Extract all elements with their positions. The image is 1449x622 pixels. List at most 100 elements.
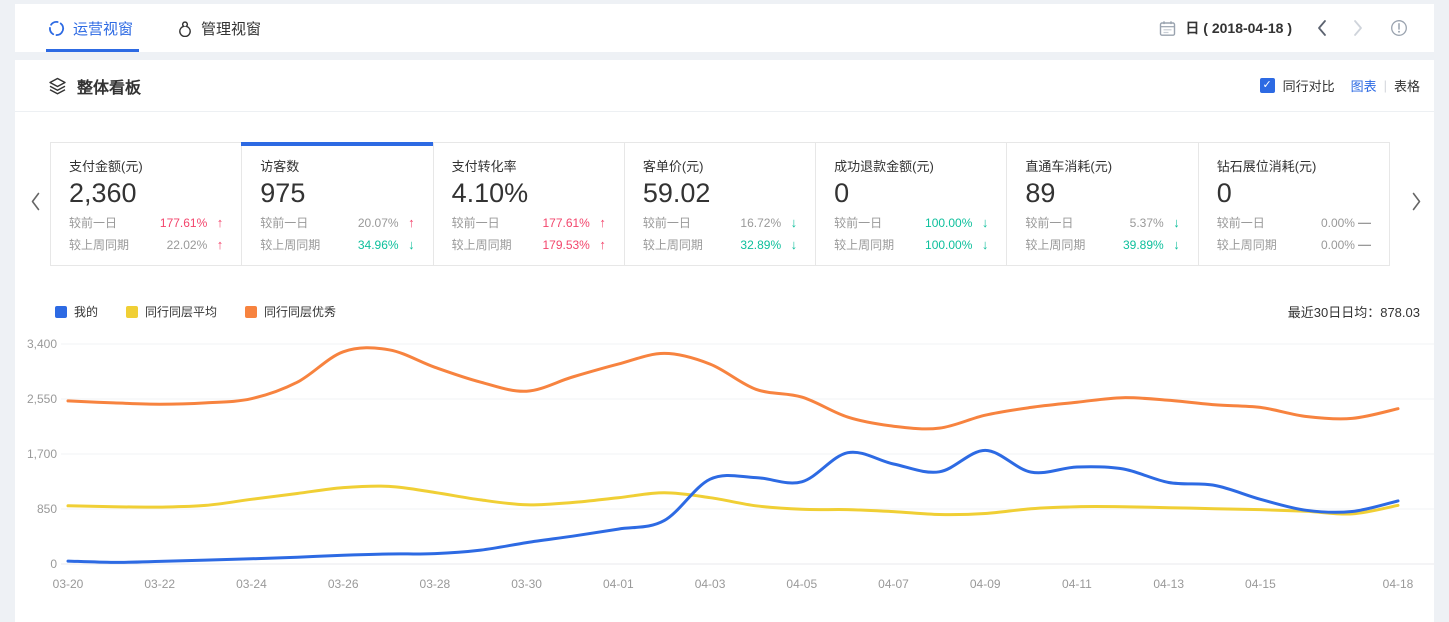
cards-prev-button[interactable] bbox=[30, 192, 41, 217]
metric-card-value: 0 bbox=[834, 178, 850, 208]
metric-card-conversion-rate[interactable]: 支付转化率 4.10% 较前一日 177.61% ↑ 较上周同期 179.53%… bbox=[432, 142, 625, 266]
overview-panel: 整体看板 ✓ 同行对比 图表 | 表格 支付金额(元) 2,360 较前一日 1… bbox=[15, 60, 1434, 622]
metric-row-label: 较上周同期 bbox=[69, 238, 130, 252]
metric-row: 较上周同期 0.00% — bbox=[1217, 236, 1371, 253]
legend-label: 我的 bbox=[74, 305, 99, 319]
metric-card-title: 直通车消耗(元) bbox=[1025, 159, 1113, 174]
metric-card-title: 钻石展位消耗(元) bbox=[1216, 159, 1317, 174]
metric-row-value: 20.07% bbox=[357, 215, 399, 230]
y-axis-tick-label: 1,700 bbox=[26, 447, 57, 461]
metric-card-value: 4.10% bbox=[451, 178, 529, 208]
date-picker[interactable]: 日 ( 2018-04-18 ) bbox=[1159, 18, 1292, 38]
trend-arrow-icon: ↓ bbox=[790, 237, 798, 252]
metric-card-ztc-cost[interactable]: 直通车消耗(元) 89 较前一日 5.37% ↓ 较上周同期 39.89% ↓ bbox=[1006, 142, 1199, 266]
metric-card-value: 2,360 bbox=[69, 178, 137, 208]
metric-row-value: 5.37% bbox=[1129, 215, 1164, 230]
tab-label: 运营视窗 bbox=[73, 20, 134, 38]
tab-label: 管理视窗 bbox=[201, 20, 262, 38]
x-axis-tick-label: 04-18 bbox=[1382, 577, 1414, 591]
trend-arrow-icon: ↓ bbox=[981, 215, 989, 230]
metric-card-value: 59.02 bbox=[642, 178, 711, 208]
series-line bbox=[66, 484, 1400, 517]
metric-row: 较前一日 0.00% — bbox=[1217, 214, 1371, 231]
top-tab-bar: 运营视窗 管理视窗 日 ( 2018-04-18 ) bbox=[15, 4, 1434, 52]
trend-arrow-icon: ↓ bbox=[981, 237, 989, 252]
metric-row-label: 较前一日 bbox=[642, 216, 691, 230]
metric-row-label: 较前一日 bbox=[1216, 216, 1265, 230]
cards-next-button[interactable] bbox=[1411, 192, 1422, 217]
trend-arrow-icon: ↑ bbox=[216, 215, 224, 230]
trend-arrow-icon: ↓ bbox=[1173, 237, 1180, 252]
metric-row: 较前一日 177.61% ↑ bbox=[452, 214, 606, 231]
metric-row-label: 较前一日 bbox=[451, 216, 500, 230]
metric-row-label: 较上周同期 bbox=[834, 238, 895, 252]
metric-row: 较上周同期 22.02% ↑ bbox=[69, 236, 223, 253]
x-axis-tick-label: 03-22 bbox=[144, 577, 176, 591]
legend-item-mine[interactable]: 我的 bbox=[55, 303, 98, 320]
y-axis-tick-label: 0 bbox=[50, 557, 57, 571]
x-axis-tick-label: 03-28 bbox=[419, 577, 451, 591]
legend-item-peer-average[interactable]: 同行同层平均 bbox=[126, 303, 217, 320]
legend-label: 同行同层平均 bbox=[145, 305, 218, 319]
legend-label: 同行同层优秀 bbox=[264, 305, 337, 319]
date-next-button[interactable] bbox=[1352, 19, 1364, 37]
legend-item-peer-excellent[interactable]: 同行同层优秀 bbox=[245, 303, 336, 320]
metric-row-label: 较前一日 bbox=[834, 216, 883, 230]
metric-card-refund-amount[interactable]: 成功退款金额(元) 0 较前一日 100.00% ↓ 较上周同期 100.00%… bbox=[815, 142, 1008, 266]
trend-arrow-icon: — bbox=[1357, 215, 1371, 230]
metric-row: 较上周同期 39.89% ↓ bbox=[1025, 236, 1179, 253]
metric-row-value: 100.00% bbox=[925, 215, 973, 230]
chevron-right-icon bbox=[1352, 19, 1364, 37]
trend-arrow-icon: ↓ bbox=[1173, 215, 1180, 230]
metric-row-value: 32.89% bbox=[740, 237, 782, 252]
metric-card-value: 975 bbox=[260, 178, 306, 208]
metric-row-value: 34.96% bbox=[357, 237, 399, 252]
view-toggle-table[interactable]: 表格 bbox=[1393, 79, 1420, 94]
metric-row: 较上周同期 179.53% ↑ bbox=[452, 236, 606, 253]
x-axis-tick-label: 03-30 bbox=[511, 577, 542, 591]
trend-arrow-icon: ↓ bbox=[790, 215, 798, 230]
metric-card-title: 访客数 bbox=[260, 159, 300, 174]
y-axis-tick-label: 850 bbox=[36, 502, 57, 516]
metric-card-title: 支付金额(元) bbox=[69, 159, 143, 174]
peer-compare-checkbox[interactable]: ✓ bbox=[1259, 78, 1275, 93]
metric-row-value: 22.02% bbox=[166, 237, 208, 252]
chevron-left-icon bbox=[1316, 19, 1328, 37]
metric-row-value: 0.00% bbox=[1320, 215, 1355, 230]
calendar-icon bbox=[1159, 20, 1176, 37]
metric-row: 较上周同期 34.96% ↓ bbox=[260, 236, 414, 253]
metric-row: 较前一日 16.72% ↓ bbox=[643, 214, 797, 231]
tab-operation-view[interactable]: 运营视窗 bbox=[45, 4, 140, 52]
x-axis-tick-label: 03-26 bbox=[327, 577, 359, 591]
x-axis-tick-label: 04-01 bbox=[602, 577, 634, 591]
metric-card-diamond-cost[interactable]: 钻石展位消耗(元) 0 较前一日 0.00% — 较上周同期 0.00% — bbox=[1197, 142, 1390, 266]
metric-row-label: 较上周同期 bbox=[1216, 238, 1277, 252]
metric-card-avg-order-value[interactable]: 客单价(元) 59.02 较前一日 16.72% ↓ 较上周同期 32.89% … bbox=[623, 142, 817, 266]
metric-row-label: 较前一日 bbox=[1025, 216, 1074, 230]
metric-card-value: 89 bbox=[1025, 178, 1056, 208]
trend-arrow-icon: ↑ bbox=[599, 215, 606, 230]
legend-swatch bbox=[55, 305, 67, 318]
metric-card-visitors[interactable]: 访客数 975 较前一日 20.07% ↑ 较上周同期 34.96% ↓ bbox=[241, 142, 434, 266]
metric-row-value: 39.89% bbox=[1122, 237, 1164, 252]
date-prev-button[interactable] bbox=[1316, 19, 1328, 37]
trend-arrow-icon: ↑ bbox=[599, 237, 606, 252]
metric-row: 较上周同期 32.89% ↓ bbox=[643, 236, 797, 253]
metric-row-label: 较上周同期 bbox=[260, 238, 321, 252]
tab-management-view[interactable]: 管理视窗 bbox=[177, 4, 261, 52]
metric-row: 较前一日 5.37% ↓ bbox=[1025, 214, 1179, 231]
metric-row-label: 较上周同期 bbox=[1025, 238, 1086, 252]
view-toggle-chart[interactable]: 图表 bbox=[1350, 79, 1377, 94]
y-axis-tick-label: 2,550 bbox=[26, 392, 57, 406]
x-axis-tick-label: 04-15 bbox=[1245, 577, 1276, 591]
metric-row-label: 较前一日 bbox=[260, 216, 309, 230]
management-view-icon bbox=[177, 20, 193, 37]
x-axis-tick-label: 04-05 bbox=[786, 577, 818, 591]
metric-card-pay-amount[interactable]: 支付金额(元) 2,360 较前一日 177.61% ↑ 较上周同期 22.02… bbox=[50, 142, 243, 266]
info-icon[interactable] bbox=[1390, 19, 1408, 37]
y-axis-tick-label: 3,400 bbox=[26, 337, 57, 351]
peer-compare-label[interactable]: 同行对比 bbox=[1282, 79, 1335, 94]
view-toggle-divider: | bbox=[1383, 78, 1387, 93]
x-axis-tick-label: 04-03 bbox=[694, 577, 726, 591]
trend-arrow-icon: ↑ bbox=[408, 215, 415, 230]
